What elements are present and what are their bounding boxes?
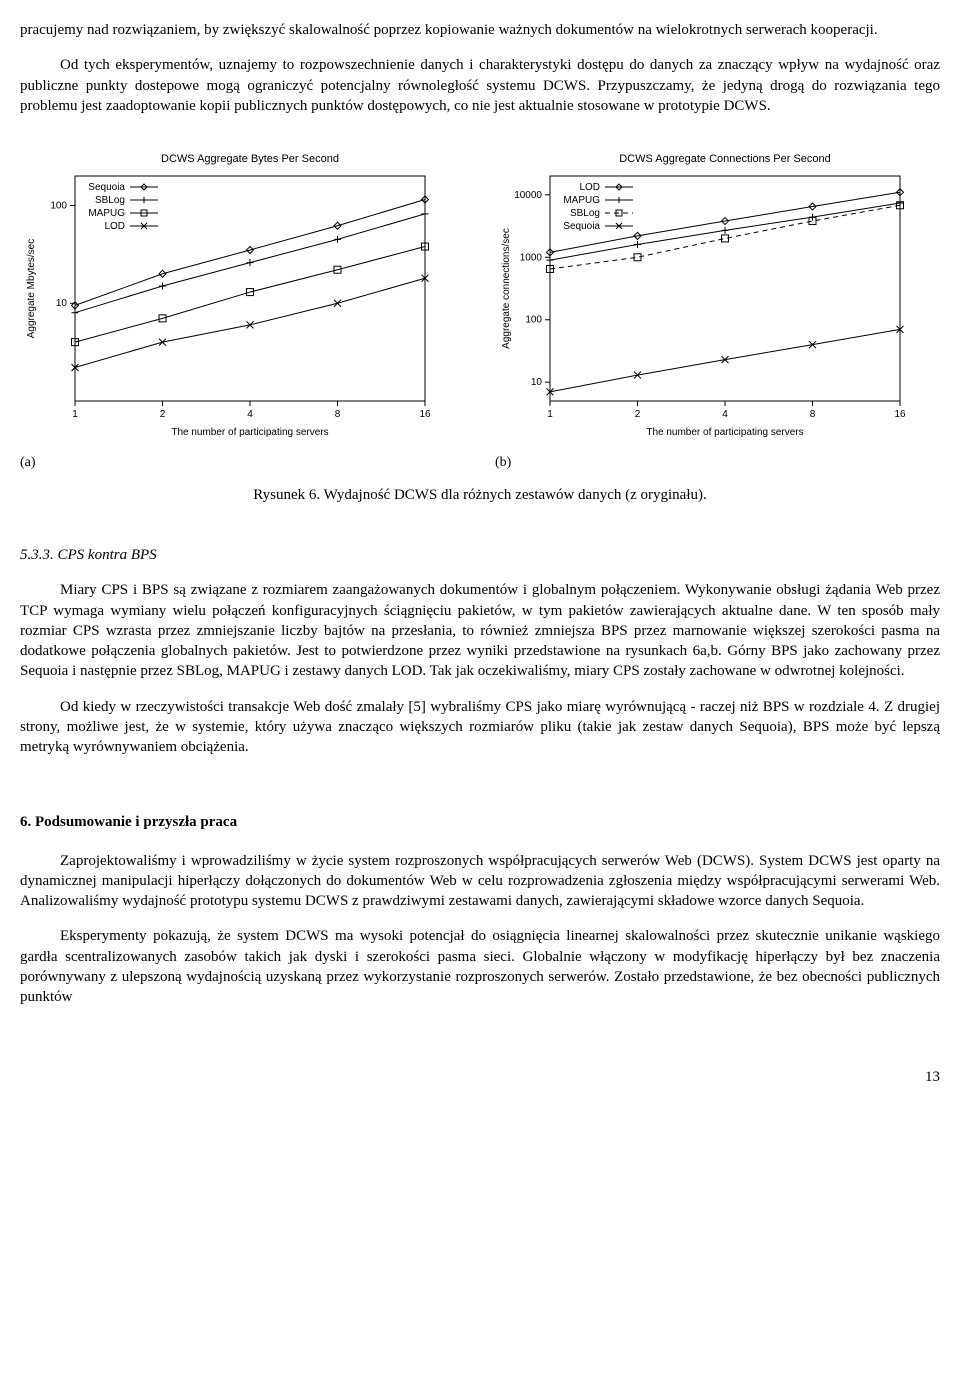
figure-caption: Rysunek 6. Wydajność DCWS dla różnych ze… (20, 485, 940, 505)
svg-text:1: 1 (72, 409, 78, 420)
svg-text:SBLog: SBLog (95, 195, 125, 206)
page-number: 13 (20, 1067, 940, 1087)
svg-text:Sequoia: Sequoia (88, 182, 125, 193)
svg-text:1000: 1000 (520, 252, 543, 263)
paragraph-top-2: Od tych eksperymentów, uznajemy to rozpo… (20, 55, 940, 116)
svg-text:Sequoia: Sequoia (563, 221, 600, 232)
svg-text:100: 100 (50, 200, 67, 211)
paragraph-top-1: pracujemy nad rozwiązaniem, by zwiększyć… (20, 20, 940, 40)
svg-text:8: 8 (335, 409, 341, 420)
chart-bps: DCWS Aggregate Bytes Per Second 1 2 4 8 16 The… (20, 146, 440, 446)
svg-text:MAPUG: MAPUG (88, 208, 125, 219)
section-5-3-3-heading: 5.3.3. CPS kontra BPS (20, 545, 940, 565)
section-6-heading: 6. Podsumowanie i przyszła praca (20, 812, 940, 832)
svg-text:The number of participating se: The number of participating servers (171, 427, 328, 438)
svg-text:8: 8 (810, 409, 816, 420)
section-6-p1: Zaprojektowaliśmy i wprowadziliśmy w życ… (20, 851, 940, 912)
svg-text:LOD: LOD (579, 182, 600, 193)
svg-text:10000: 10000 (514, 190, 542, 201)
svg-text:The number of participating se: The number of participating servers (646, 427, 803, 438)
svg-text:1: 1 (547, 409, 553, 420)
svg-text:DCWS Aggregate Connections Per: DCWS Aggregate Connections Per Second (619, 153, 831, 165)
svg-text:4: 4 (722, 409, 728, 420)
svg-text:100: 100 (525, 315, 542, 326)
svg-text:2: 2 (635, 409, 641, 420)
section-5-3-3-p2: Od kiedy w rzeczywistości transakcje Web… (20, 697, 940, 758)
svg-text:4: 4 (247, 409, 253, 420)
svg-text:2: 2 (160, 409, 166, 420)
figure-6: DCWS Aggregate Bytes Per Second 1 2 4 8 16 The… (20, 146, 940, 505)
chart-cps: DCWS Aggregate Connections Per Second 1 2 4… (495, 146, 915, 446)
svg-text:MAPUG: MAPUG (563, 195, 600, 206)
subfigure-a-label: (a) (20, 454, 465, 473)
subfigure-b-label: (b) (495, 454, 940, 473)
svg-text:LOD: LOD (104, 221, 125, 232)
svg-text:Aggregate Mbytes/sec: Aggregate Mbytes/sec (26, 239, 37, 339)
svg-text:SBLog: SBLog (570, 208, 600, 219)
section-5-3-3-p1: Miary CPS i BPS są związane z rozmiarem … (20, 580, 940, 681)
svg-text:16: 16 (894, 409, 906, 420)
svg-text:10: 10 (531, 377, 543, 388)
svg-text:10: 10 (56, 298, 68, 309)
svg-text:DCWS Aggregate Bytes Per Secon: DCWS Aggregate Bytes Per Second (161, 153, 339, 165)
svg-text:16: 16 (419, 409, 431, 420)
svg-text:Aggregate connections/sec: Aggregate connections/sec (501, 228, 512, 349)
section-6-p2: Eksperymenty pokazują, że system DCWS ma… (20, 926, 940, 1007)
